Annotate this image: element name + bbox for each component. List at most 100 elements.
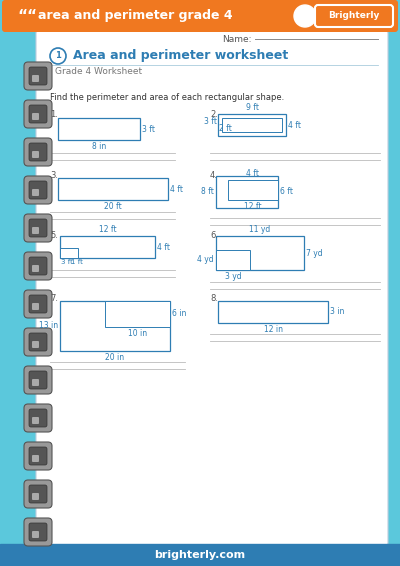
Text: 3 yd: 3 yd xyxy=(225,272,241,281)
Text: 10 in: 10 in xyxy=(128,329,147,338)
Text: 11 yd: 11 yd xyxy=(249,225,271,234)
Bar xyxy=(0,544,400,566)
Bar xyxy=(58,118,140,140)
Text: Brighterly: Brighterly xyxy=(328,11,380,20)
Text: 12 ft: 12 ft xyxy=(244,202,262,211)
FancyBboxPatch shape xyxy=(24,100,52,128)
Text: 13 in: 13 in xyxy=(39,321,58,331)
Text: 8.: 8. xyxy=(210,294,218,303)
Text: 4.: 4. xyxy=(210,171,218,180)
FancyBboxPatch shape xyxy=(29,181,47,199)
FancyBboxPatch shape xyxy=(24,404,52,432)
FancyBboxPatch shape xyxy=(24,214,52,242)
Bar xyxy=(218,114,286,136)
Bar xyxy=(216,250,250,270)
Text: 7.: 7. xyxy=(50,294,58,303)
Text: 3 in: 3 in xyxy=(330,307,344,316)
FancyBboxPatch shape xyxy=(24,328,52,356)
FancyBboxPatch shape xyxy=(24,518,52,546)
Text: 2.: 2. xyxy=(210,110,218,119)
FancyBboxPatch shape xyxy=(29,143,47,161)
Bar xyxy=(60,248,78,258)
Text: 6.: 6. xyxy=(210,231,218,240)
Bar xyxy=(60,236,155,258)
FancyBboxPatch shape xyxy=(24,138,52,166)
Text: Name:: Name: xyxy=(222,35,252,44)
Bar xyxy=(216,236,304,270)
Text: 3 ft: 3 ft xyxy=(204,117,217,126)
FancyBboxPatch shape xyxy=(29,257,47,275)
Text: 1.: 1. xyxy=(50,110,58,119)
Text: 8 ft: 8 ft xyxy=(201,187,214,196)
Text: 20 ft: 20 ft xyxy=(104,202,122,211)
FancyBboxPatch shape xyxy=(29,409,47,427)
FancyBboxPatch shape xyxy=(24,366,52,394)
Text: 1 ft: 1 ft xyxy=(71,259,83,265)
Bar xyxy=(60,301,170,351)
FancyBboxPatch shape xyxy=(32,341,39,348)
Text: 4 yd: 4 yd xyxy=(197,255,214,264)
Text: 1: 1 xyxy=(55,52,61,61)
Text: area and perimeter grade 4: area and perimeter grade 4 xyxy=(38,10,233,23)
Text: 6 ft: 6 ft xyxy=(280,187,293,196)
Text: 9 ft: 9 ft xyxy=(246,103,258,112)
FancyBboxPatch shape xyxy=(29,105,47,123)
FancyBboxPatch shape xyxy=(29,371,47,389)
Text: Find the perimeter and area of each rectangular shape.: Find the perimeter and area of each rect… xyxy=(50,93,284,102)
Text: 4 ft: 4 ft xyxy=(157,242,170,251)
Text: 4 ft: 4 ft xyxy=(246,169,260,178)
FancyBboxPatch shape xyxy=(32,265,39,272)
FancyBboxPatch shape xyxy=(24,176,52,204)
FancyBboxPatch shape xyxy=(32,75,39,82)
Text: 2 ft: 2 ft xyxy=(219,124,232,133)
Circle shape xyxy=(50,48,66,64)
FancyBboxPatch shape xyxy=(29,67,47,85)
Text: 12 in: 12 in xyxy=(264,325,282,334)
Text: 4 ft: 4 ft xyxy=(288,121,301,130)
FancyBboxPatch shape xyxy=(315,5,393,27)
Bar xyxy=(105,301,170,327)
FancyBboxPatch shape xyxy=(24,442,52,470)
Text: 8 in: 8 in xyxy=(92,142,106,151)
Text: 3 ft: 3 ft xyxy=(142,125,155,134)
FancyBboxPatch shape xyxy=(24,252,52,280)
Text: 4 ft: 4 ft xyxy=(170,185,183,194)
FancyBboxPatch shape xyxy=(32,227,39,234)
Text: 12 ft: 12 ft xyxy=(99,225,116,234)
FancyBboxPatch shape xyxy=(32,531,39,538)
FancyBboxPatch shape xyxy=(29,333,47,351)
Text: 5.: 5. xyxy=(50,231,58,240)
Text: ““: ““ xyxy=(17,8,37,24)
FancyBboxPatch shape xyxy=(32,113,39,120)
FancyBboxPatch shape xyxy=(24,480,52,508)
Text: 6 in: 6 in xyxy=(172,310,186,319)
FancyBboxPatch shape xyxy=(2,0,398,32)
Bar xyxy=(228,180,278,200)
FancyBboxPatch shape xyxy=(32,493,39,500)
FancyBboxPatch shape xyxy=(32,151,39,158)
Text: brighterly.com: brighterly.com xyxy=(154,550,246,560)
Text: Area and perimeter worksheet: Area and perimeter worksheet xyxy=(73,49,288,62)
FancyBboxPatch shape xyxy=(36,31,388,545)
Bar xyxy=(58,178,168,200)
FancyBboxPatch shape xyxy=(29,295,47,313)
Circle shape xyxy=(294,5,316,27)
FancyBboxPatch shape xyxy=(29,523,47,541)
FancyBboxPatch shape xyxy=(32,417,39,424)
Bar xyxy=(222,118,282,132)
Text: Grade 4 Worksheet: Grade 4 Worksheet xyxy=(55,67,142,76)
FancyBboxPatch shape xyxy=(24,290,52,318)
FancyBboxPatch shape xyxy=(29,447,47,465)
Text: 3.: 3. xyxy=(50,171,58,180)
FancyBboxPatch shape xyxy=(32,189,39,196)
Bar xyxy=(218,301,328,323)
FancyBboxPatch shape xyxy=(29,219,47,237)
Text: 3 ft: 3 ft xyxy=(61,259,73,265)
Text: 7 yd: 7 yd xyxy=(306,248,323,258)
FancyBboxPatch shape xyxy=(29,485,47,503)
Text: 20 in: 20 in xyxy=(106,353,124,362)
FancyBboxPatch shape xyxy=(32,455,39,462)
FancyBboxPatch shape xyxy=(24,62,52,90)
FancyBboxPatch shape xyxy=(32,303,39,310)
FancyBboxPatch shape xyxy=(32,379,39,386)
